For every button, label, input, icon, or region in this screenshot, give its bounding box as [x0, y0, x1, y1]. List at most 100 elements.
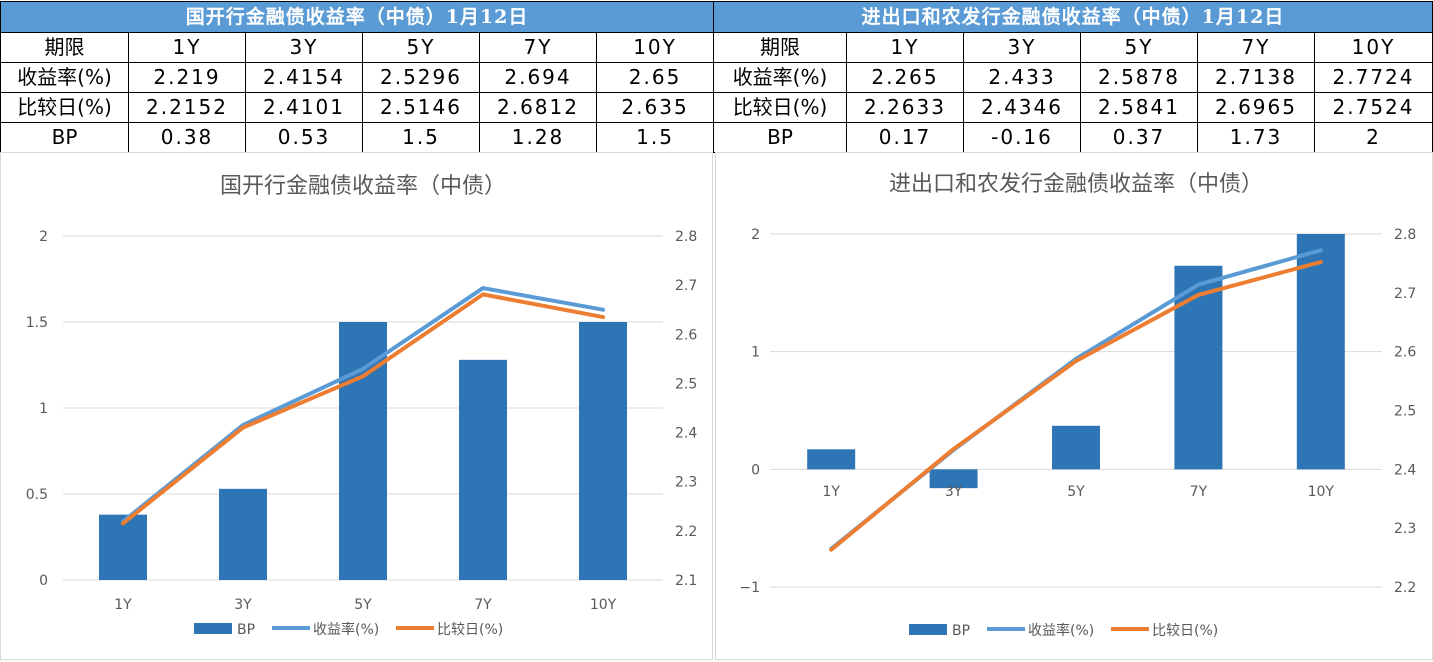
table-row: 比较日(%) 2.2633 2.4346 2.5841 2.6965 2.752…: [713, 92, 1433, 123]
table-cell: 2.5296: [362, 62, 480, 93]
table-cell: 2: [1313, 122, 1433, 153]
x-tick-label: 5Y: [1067, 484, 1085, 500]
row-label: 比较日(%): [0, 92, 129, 123]
table-cell: 1.5: [362, 122, 480, 153]
y-right-tick-label: 2.5: [1394, 404, 1416, 420]
column-header: 10Y: [595, 32, 715, 63]
x-tick-label: 3Y: [945, 484, 963, 500]
y-left-tick-label: 2: [751, 227, 760, 243]
table-title: 进出口和农发行金融债收益率（中债）1月12日: [712, 1, 1433, 33]
table-cell: -0.16: [963, 122, 1081, 153]
legend-label-bp: BP: [952, 623, 970, 639]
chart-title: 国开行金融债收益率（中债）: [220, 174, 506, 199]
column-header: 7Y: [479, 32, 597, 63]
column-header: 10Y: [1313, 32, 1433, 63]
row-label: 收益率(%): [0, 62, 129, 93]
table-cell: 2.219: [128, 62, 246, 93]
table-cell: 2.433: [963, 62, 1081, 93]
table-cell: 2.5841: [1080, 92, 1198, 123]
yield-table-eximbank-adbc: 进出口和农发行金融债收益率（中债）1月12日 期限 1Y 3Y 5Y 7Y 10…: [712, 1, 1433, 153]
chart-eximbank-adbc: 进出口和农发行金融债收益率（中债） −1 0 1 2 2.2 2.3 2.4 2.5 2.6 2.7…: [739, 172, 1416, 639]
bar-bp: [339, 322, 387, 580]
bar-bp: [1296, 234, 1345, 470]
x-tick-label: 10Y: [590, 597, 617, 613]
table-cell: 2.4101: [245, 92, 363, 123]
chart-panel-cdb: 国开行金融债收益率（中债） 0 0.5 1 1.5 2 2.1 2.2 2.3 2.4 2.5 2.6…: [0, 152, 713, 660]
table-cell: 2.4154: [245, 62, 363, 93]
table-cell: 2.694: [479, 62, 597, 93]
table-cell: 2.2152: [128, 92, 246, 123]
table-cell: 2.2633: [846, 92, 964, 123]
table-cell: 0.38: [128, 122, 246, 153]
column-header: 7Y: [1197, 32, 1315, 63]
y-left-tick-label: 1: [751, 345, 760, 361]
bar-bp: [1174, 265, 1223, 470]
table-row: 收益率(%) 2.219 2.4154 2.5296 2.694 2.65: [0, 62, 715, 93]
line-yield: [829, 248, 1323, 551]
line-compare: [829, 260, 1323, 552]
table-cell: 1.28: [479, 122, 597, 153]
header-label: 期限: [713, 32, 847, 63]
y-right-tick-label: 2.3: [675, 475, 697, 491]
x-tick-label: 1Y: [822, 484, 840, 500]
y-right-tick-label: 2.2: [1394, 580, 1416, 596]
bar-bp: [579, 322, 627, 580]
x-tick-label: 3Y: [234, 597, 252, 613]
legend-label-bp: BP: [237, 622, 255, 638]
x-tick-label: 7Y: [1190, 484, 1208, 500]
x-tick-label: 10Y: [1308, 484, 1335, 500]
table-row: 比较日(%) 2.2152 2.4101 2.5146 2.6812 2.635: [0, 92, 715, 123]
y-left-tick-label: 1: [39, 401, 48, 417]
table-cell: 2.65: [595, 62, 715, 93]
y-right-tick-label: 2.4: [675, 426, 697, 442]
table-row: BP 0.17 -0.16 0.37 1.73 2: [713, 122, 1433, 153]
row-label: 收益率(%): [713, 62, 847, 93]
y-right-tick-label: 2.7: [1394, 286, 1416, 302]
y-right-tick-label: 2.8: [675, 229, 697, 245]
header-label: 期限: [0, 32, 129, 63]
table-cell: 2.7724: [1313, 62, 1433, 93]
legend-label-yield: 收益率(%): [1028, 622, 1094, 639]
legend-label-yield: 收益率(%): [313, 621, 379, 638]
table-cell: 2.5878: [1080, 62, 1198, 93]
bar-bp: [929, 469, 978, 489]
y-right-tick-label: 2.2: [675, 524, 697, 540]
y-right-tick-label: 2.7: [675, 278, 697, 294]
y-right-tick-label: 2.4: [1394, 462, 1416, 478]
x-tick-label: 1Y: [114, 597, 132, 613]
table-cell: 2.6965: [1197, 92, 1315, 123]
y-right-tick-label: 2.5: [675, 376, 697, 392]
table-cell: 0.17: [846, 122, 964, 153]
table-cell: 2.7524: [1313, 92, 1433, 123]
table-header-row: 期限 1Y 3Y 5Y 7Y 10Y: [0, 32, 715, 63]
bar-bp: [99, 514, 147, 580]
y-right-tick-label: 2.6: [675, 327, 697, 343]
table-title: 国开行金融债收益率（中债）1月12日: [0, 1, 715, 33]
table-row: BP 0.38 0.53 1.5 1.28 1.5: [0, 122, 715, 153]
y-right-tick-label: 2.6: [1394, 345, 1416, 361]
bar-bp: [219, 488, 267, 580]
table-cell: 2.7138: [1197, 62, 1315, 93]
chart-panel-eximbank-adbc: 进出口和农发行金融债收益率（中债） −1 0 1 2 2.2 2.3 2.4 2.5 2.6 2.7…: [715, 152, 1433, 660]
y-left-tick-label: 2: [39, 229, 48, 245]
y-left-tick-label: 1.5: [26, 315, 48, 331]
line-compare: [121, 292, 605, 526]
table-cell: 2.5146: [362, 92, 480, 123]
column-header: 1Y: [846, 32, 964, 63]
table-cell: 0.37: [1080, 122, 1198, 153]
legend-label-compare: 比较日(%): [437, 622, 503, 638]
table-header-row: 期限 1Y 3Y 5Y 7Y 10Y: [713, 32, 1433, 63]
row-label: BP: [0, 122, 129, 153]
y-left-tick-label: 0: [39, 573, 48, 589]
table-row: 收益率(%) 2.265 2.433 2.5878 2.7138 2.7724: [713, 62, 1433, 93]
y-right-tick-label: 2.1: [675, 573, 697, 589]
y-left-tick-label: −1: [739, 580, 760, 596]
legend-label-compare: 比较日(%): [1152, 623, 1218, 639]
y-left-tick-label: 0.5: [26, 487, 48, 503]
yield-table-cdb: 国开行金融债收益率（中债）1月12日 期限 1Y 3Y 5Y 7Y 10Y 收益…: [0, 1, 715, 153]
column-header: 1Y: [128, 32, 246, 63]
bar-bp: [1052, 425, 1100, 470]
column-header: 3Y: [963, 32, 1081, 63]
column-header: 5Y: [362, 32, 480, 63]
legend: BP 收益率(%) 比较日(%): [909, 622, 1218, 639]
